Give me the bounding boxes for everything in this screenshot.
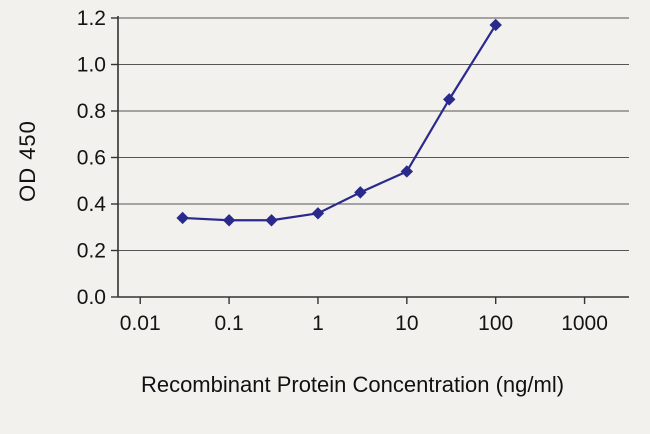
data-point-marker bbox=[311, 207, 325, 220]
x-tick-label: 1 bbox=[312, 312, 324, 335]
data-point-marker bbox=[265, 214, 278, 227]
data-point-marker bbox=[443, 93, 456, 106]
y-tick-label: 0.6 bbox=[77, 147, 106, 170]
data-point-marker bbox=[354, 186, 367, 199]
y-tick-label: 0.2 bbox=[77, 240, 106, 263]
x-tick-label: 1000 bbox=[561, 312, 608, 335]
y-tick-label: 0.4 bbox=[77, 193, 107, 216]
data-point-marker bbox=[489, 18, 502, 32]
data-point-marker bbox=[222, 214, 236, 227]
x-tick-label: 10 bbox=[395, 312, 418, 335]
y-tick-label: 1.2 bbox=[77, 7, 106, 30]
x-tick-label: 0.1 bbox=[214, 312, 243, 335]
data-point-marker bbox=[400, 165, 414, 178]
y-tick-label: 0.0 bbox=[77, 286, 106, 309]
x-tick-label: 0.01 bbox=[120, 312, 161, 335]
elisa-standard-curve-plot: 0.0 0.2 0.4 0.6 0.8 1.0 1.2 0.01 0.1 1 10 100 1000 bbox=[77, 7, 629, 335]
x-axis-title: Recombinant Protein Concentration (ng/ml… bbox=[140, 372, 565, 397]
y-tick-label: 1.0 bbox=[77, 54, 106, 77]
series-line bbox=[182, 24, 497, 222]
data-point-marker bbox=[176, 211, 189, 225]
y-tick-label: 0.8 bbox=[77, 100, 106, 123]
x-tick-label: 100 bbox=[478, 312, 513, 335]
